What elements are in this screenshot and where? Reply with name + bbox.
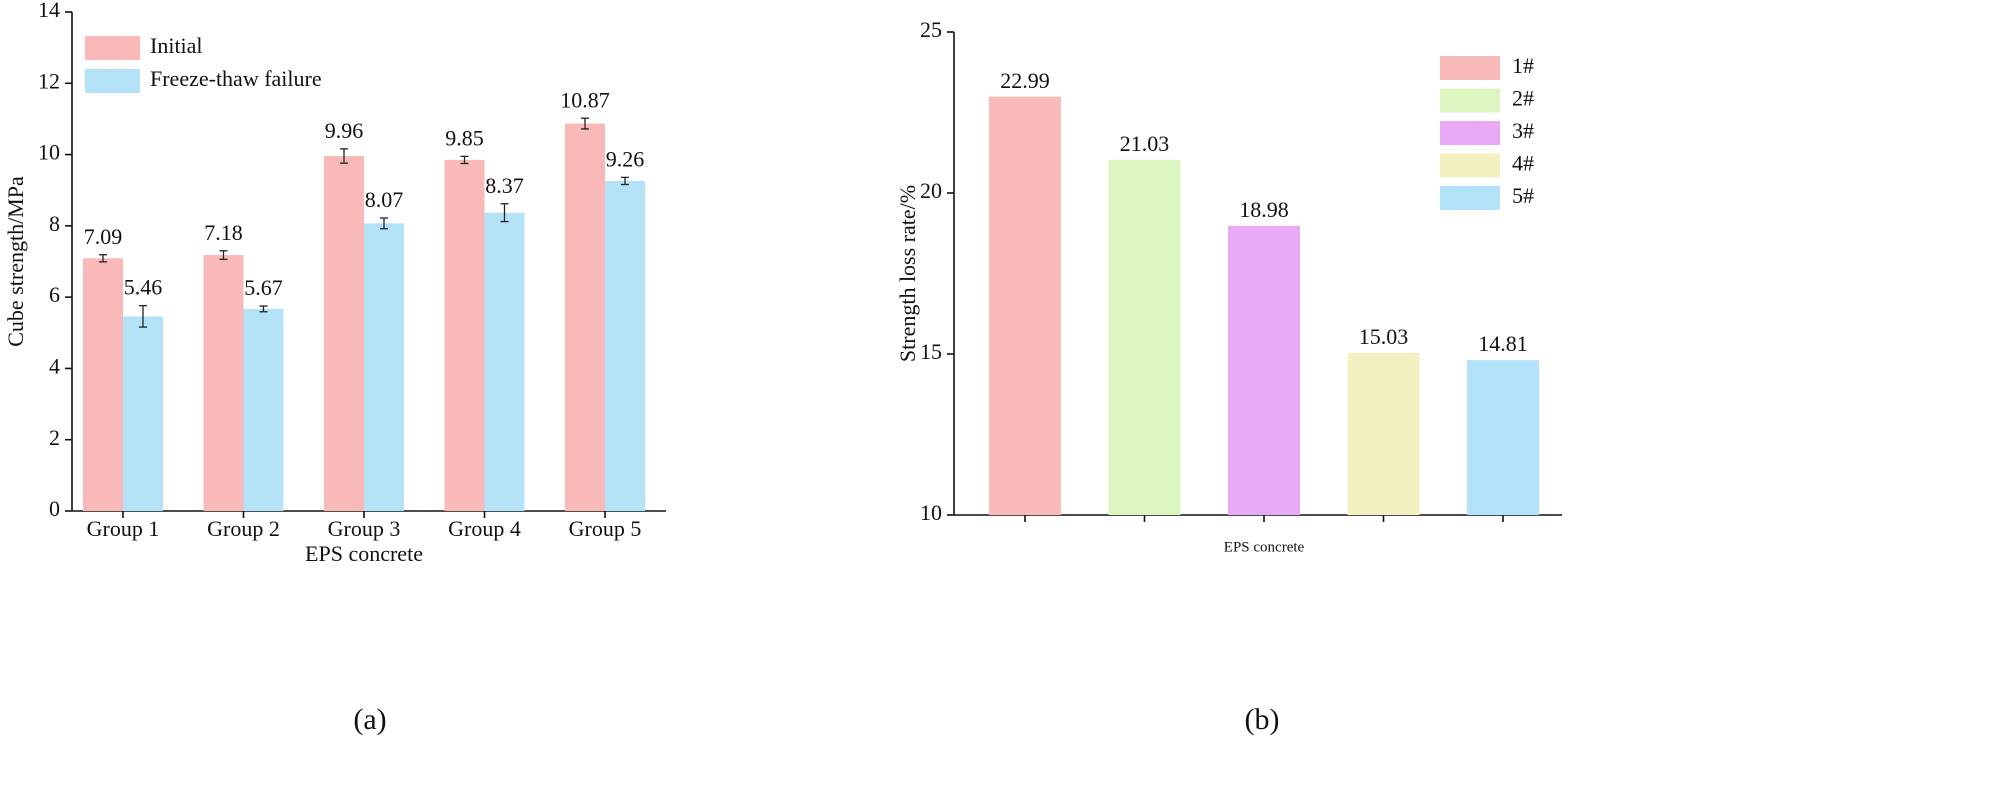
y-axis-title: Cube strength/MPa bbox=[3, 176, 28, 347]
error-bar bbox=[340, 148, 348, 164]
data-label: 9.85 bbox=[445, 125, 484, 150]
error-bar bbox=[259, 305, 268, 313]
y-tick-label: 0 bbox=[49, 496, 60, 521]
x-tick-label: Group 4 bbox=[448, 516, 521, 541]
legend-label: 5# bbox=[1512, 183, 1534, 208]
x-axis-title: EPS concrete bbox=[1224, 539, 1305, 555]
bar bbox=[243, 308, 284, 511]
error-bar bbox=[139, 305, 147, 328]
data-label: 10.87 bbox=[560, 87, 610, 112]
error-bar bbox=[500, 203, 509, 223]
data-label: 7.18 bbox=[204, 220, 243, 245]
data-label: 21.03 bbox=[1120, 131, 1170, 156]
bar bbox=[1467, 360, 1539, 515]
data-label: 9.26 bbox=[606, 146, 645, 171]
y-tick-label: 10 bbox=[920, 500, 942, 525]
x-tick-label: Group 1 bbox=[87, 516, 160, 541]
data-label: 18.98 bbox=[1239, 197, 1289, 222]
data-label: 9.96 bbox=[325, 118, 364, 143]
x-tick-label: Group 2 bbox=[207, 516, 280, 541]
legend-label: 4# bbox=[1512, 151, 1534, 176]
legend-swatch bbox=[1440, 186, 1500, 210]
bar bbox=[324, 155, 364, 512]
y-tick-label: 10 bbox=[38, 140, 60, 165]
bar bbox=[123, 316, 163, 511]
panel-label: (a) bbox=[353, 703, 386, 736]
y-tick-label: 12 bbox=[38, 68, 60, 93]
legend-label: 1# bbox=[1512, 53, 1534, 78]
y-axis-title: Strength loss rate/% bbox=[895, 185, 920, 362]
bar bbox=[605, 180, 645, 511]
legend-label: 3# bbox=[1512, 118, 1534, 143]
y-tick-label: 25 bbox=[920, 17, 942, 42]
legend-swatch bbox=[1440, 88, 1500, 113]
bar bbox=[565, 123, 605, 512]
data-label: 8.37 bbox=[485, 173, 524, 198]
legend-swatch bbox=[1440, 56, 1500, 80]
legend-label: Initial bbox=[150, 33, 203, 58]
bar bbox=[484, 212, 525, 511]
x-axis-title: EPS concrete bbox=[305, 541, 423, 566]
y-tick-label: 4 bbox=[49, 353, 60, 378]
x-tick-label: Group 3 bbox=[328, 516, 401, 541]
error-bar bbox=[219, 250, 228, 261]
error-bar bbox=[581, 117, 589, 130]
bar bbox=[203, 255, 244, 511]
y-tick-label: 2 bbox=[49, 425, 60, 450]
error-bar bbox=[460, 155, 469, 165]
data-label: 7.09 bbox=[84, 224, 123, 249]
legend-label: Freeze-thaw failure bbox=[150, 66, 322, 91]
bar bbox=[364, 223, 404, 512]
data-label: 5.46 bbox=[124, 275, 163, 300]
legend-swatch bbox=[1440, 121, 1500, 145]
y-tick-label: 6 bbox=[49, 282, 60, 307]
legend-swatch bbox=[85, 36, 140, 60]
y-tick-label: 8 bbox=[49, 211, 60, 236]
y-tick-label: 15 bbox=[920, 339, 942, 364]
bar bbox=[1108, 159, 1181, 516]
panel-label: (b) bbox=[1245, 703, 1280, 736]
data-label: 8.07 bbox=[365, 187, 404, 212]
legend-label: 2# bbox=[1512, 86, 1534, 111]
bar bbox=[1347, 353, 1420, 515]
data-label: 15.03 bbox=[1359, 324, 1409, 349]
legend-swatch bbox=[1440, 153, 1500, 178]
error-bar bbox=[380, 217, 388, 230]
legend-swatch bbox=[85, 69, 140, 93]
x-tick-label: Group 5 bbox=[569, 516, 642, 541]
error-bar bbox=[621, 176, 629, 186]
y-tick-label: 14 bbox=[38, 0, 60, 22]
bar bbox=[83, 258, 123, 511]
data-label: 14.81 bbox=[1478, 331, 1528, 356]
data-label: 22.99 bbox=[1000, 68, 1050, 93]
bar bbox=[444, 159, 485, 512]
bar bbox=[1228, 225, 1300, 515]
y-tick-label: 20 bbox=[920, 178, 942, 203]
data-label: 5.67 bbox=[244, 275, 283, 300]
error-bar bbox=[99, 254, 107, 263]
bar bbox=[989, 96, 1061, 516]
